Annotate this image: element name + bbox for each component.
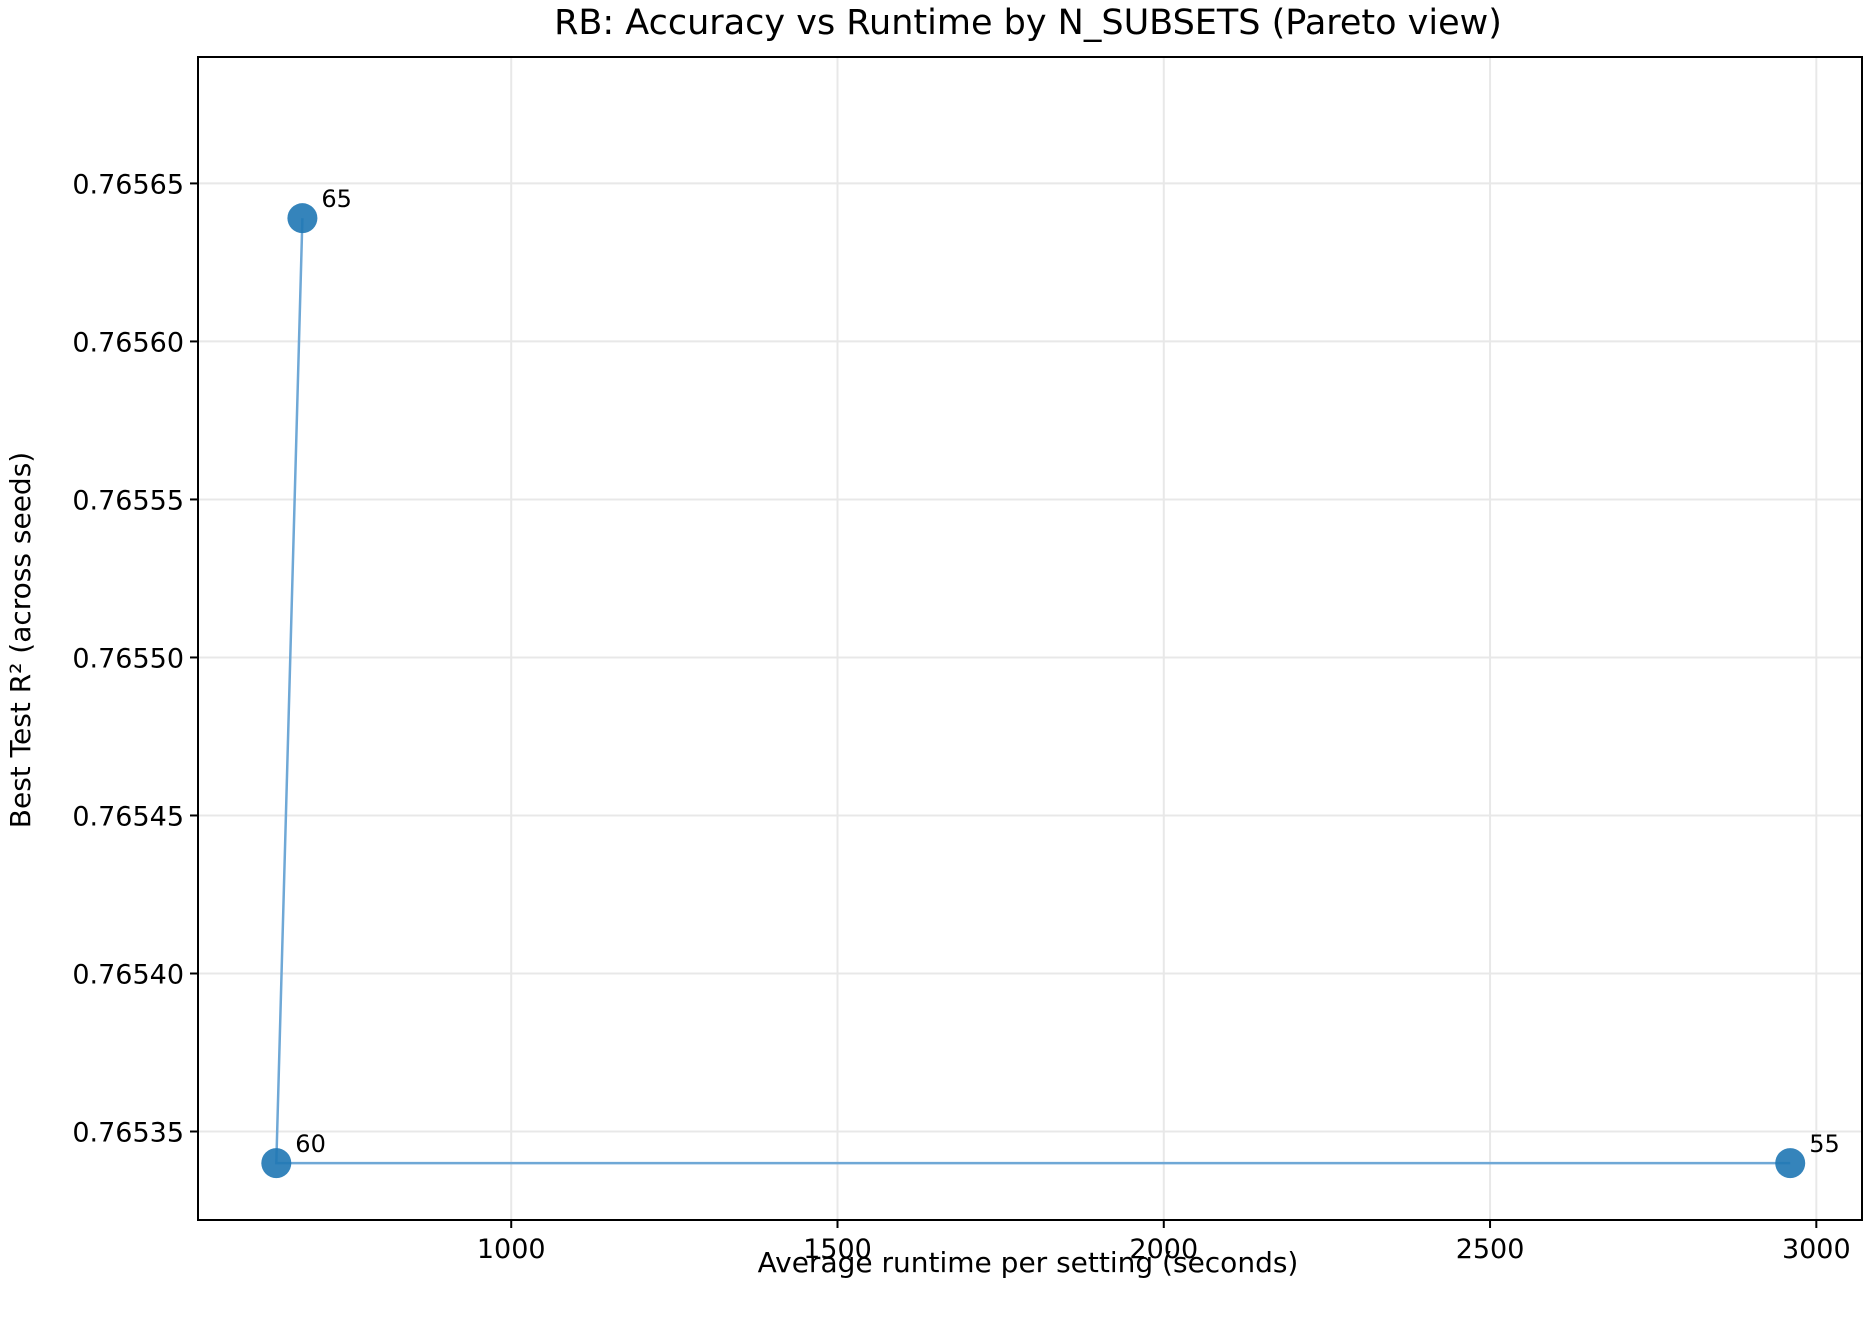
plot-frame	[197, 56, 1863, 1221]
x-tick-label: 1000	[477, 1234, 546, 1265]
y-axis-label: Best Test R² (across seeds)	[4, 452, 37, 828]
x-tick-label: 2000	[1129, 1234, 1198, 1265]
marker-layer	[261, 203, 1806, 1179]
data-point-label: 55	[1809, 1130, 1840, 1158]
x-tick-label: 2500	[1456, 1234, 1525, 1265]
data-point-label: 65	[321, 185, 352, 213]
pareto-line	[275, 218, 1791, 1165]
data-point-marker	[1775, 1148, 1806, 1179]
tick-layer: 1000 1500 2000 2500 3000 0.76535 0.76540 0.7654…	[72, 169, 1850, 1265]
x-tick-label: 1500	[803, 1234, 872, 1265]
line-layer	[275, 218, 1791, 1165]
data-point-label: 60	[295, 1130, 326, 1158]
y-tick-label: 0.76550	[72, 643, 184, 674]
y-tick-label: 0.76565	[72, 169, 184, 200]
y-tick-label: 0.76540	[72, 959, 184, 990]
data-point-marker	[261, 1148, 292, 1179]
x-tick-label: 3000	[1782, 1234, 1851, 1265]
y-tick-label: 0.76560	[72, 327, 184, 358]
x-axis-label: Average runtime per setting (seconds)	[758, 1246, 1299, 1279]
y-tick-label: 0.76535	[72, 1118, 184, 1149]
y-tick-label: 0.76555	[72, 485, 184, 516]
point-label-layer: 60 55 65	[295, 185, 1839, 1158]
grid-layer	[198, 57, 1862, 1220]
y-tick-label: 0.76545	[72, 801, 184, 832]
chart-title: RB: Accuracy vs Runtime by N_SUBSETS (Pa…	[554, 3, 1502, 43]
data-point-marker	[287, 203, 318, 234]
